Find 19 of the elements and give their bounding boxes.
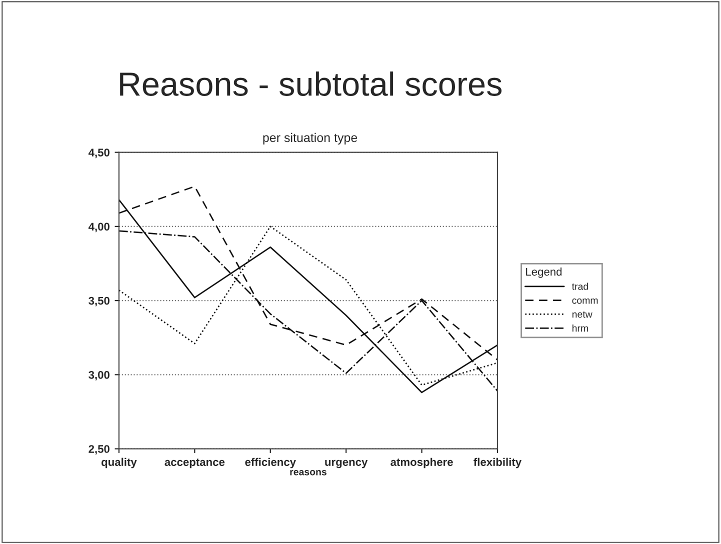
legend-label: netw bbox=[572, 311, 592, 318]
legend-label: hrm bbox=[572, 324, 588, 332]
y-tick-label: 4,50 bbox=[88, 148, 110, 158]
y-tick-label: 4,00 bbox=[88, 222, 110, 232]
x-tick-label: efficiency bbox=[245, 458, 296, 468]
chart-subtitle: per situation type bbox=[263, 132, 358, 145]
legend-label: trad bbox=[572, 282, 588, 290]
chart-title: Reasons - subtotal scores bbox=[120, 72, 502, 96]
legend-title: Legend bbox=[526, 268, 562, 278]
x-axis-title: reasons bbox=[290, 470, 326, 476]
x-tick-label: urgency bbox=[325, 460, 368, 468]
x-tick-label: acceptance bbox=[164, 458, 225, 468]
y-tick-label: 2,50 bbox=[88, 445, 110, 455]
legend-label: comm bbox=[572, 298, 598, 304]
y-tick-label: 3,00 bbox=[88, 370, 110, 380]
x-tick-label: flexibility bbox=[474, 458, 522, 468]
x-tick-label: atmosphere bbox=[390, 458, 453, 468]
x-tick-label: quality bbox=[102, 458, 137, 468]
y-tick-label: 3,50 bbox=[88, 296, 110, 306]
